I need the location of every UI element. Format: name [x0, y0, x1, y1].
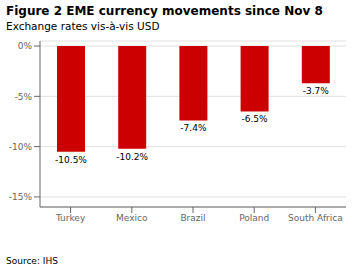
svg-text:-10.2%: -10.2% [116, 152, 148, 162]
svg-text:0%: 0% [18, 41, 33, 51]
svg-text:-10.5%: -10.5% [55, 155, 87, 165]
svg-text:Brazil: Brazil [180, 213, 205, 223]
svg-text:-5%: -5% [14, 92, 32, 102]
html-text:Source: IHS: Source: IHS [6, 256, 58, 266]
svg-text:-3.7%: -3.7% [303, 86, 330, 96]
svg-text:Poland: Poland [239, 213, 269, 223]
svg-text:Mexico: Mexico [116, 213, 148, 223]
html-text:Figure 2 EME currency movement: Figure 2 EME currency movements since No… [6, 4, 323, 18]
html-text:Exchange rates vis-à-vis USD: Exchange rates vis-à-vis USD [6, 20, 160, 32]
svg-text:South Africa: South Africa [288, 213, 343, 223]
svg-text:-7.4%: -7.4% [180, 123, 207, 133]
svg-text:-15%: -15% [9, 192, 33, 202]
svg-text:-6.5%: -6.5% [242, 114, 269, 124]
svg-text:Turkey: Turkey [55, 213, 86, 223]
svg-text:-10%: -10% [9, 142, 33, 152]
